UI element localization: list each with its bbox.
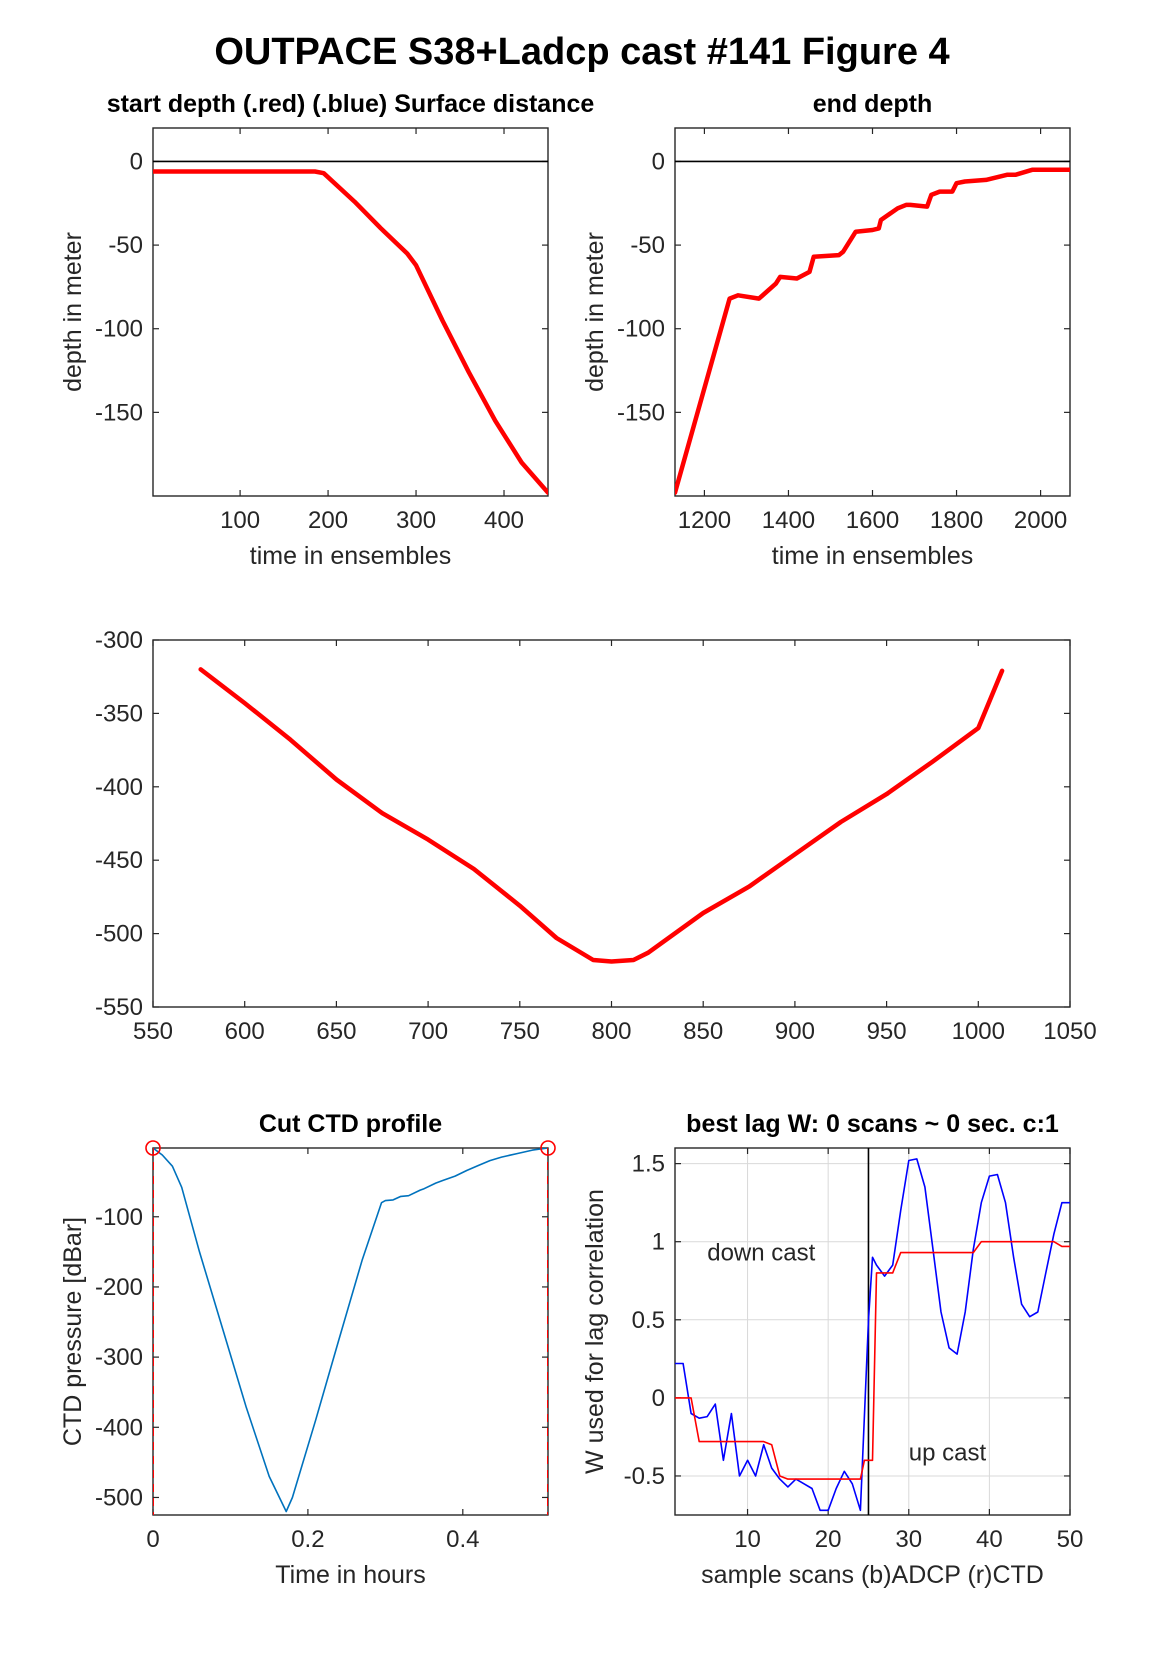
x-axis-label: sample scans (b)ADCP (r)CTD xyxy=(701,1561,1044,1589)
figure-title: OUTPACE S38+Ladcp cast #141 Figure 4 xyxy=(214,31,949,73)
plot-title: best lag W: 0 scans ~ 0 sec. c:1 xyxy=(686,1110,1059,1138)
series-line-0 xyxy=(198,667,1005,964)
y-tick-label: -500 xyxy=(95,1484,143,1511)
axes-frame xyxy=(152,127,549,497)
plot-p4: 0 0.2 0.4 -100 -200 -300 -400 -500 Cut CTD profi… xyxy=(59,1110,556,1589)
x-tick-label: 700 xyxy=(408,1018,448,1045)
x-tick-label: 1050 xyxy=(1043,1018,1096,1045)
y-tick-label: -450 xyxy=(95,847,143,874)
x-tick-label: 100 xyxy=(220,507,260,534)
y-tick-label: 1.5 xyxy=(632,1151,665,1178)
plot-p1: 100 200 300 400 0 -50 -100 -150 start depth (.re… xyxy=(59,90,594,570)
series-line-0 xyxy=(153,169,548,495)
plot-p5: 10 20 30 40 50 1.5 1 0.5 0 -0.5 down cast up cast be… xyxy=(581,1110,1083,1589)
x-tick-label: 750 xyxy=(500,1018,540,1045)
y-tick-label: -500 xyxy=(95,921,143,948)
plot-title: start depth (.red) (.blue) Surface dista… xyxy=(107,90,595,118)
series-group xyxy=(153,1148,548,1515)
x-axis-label: time in ensembles xyxy=(250,542,451,570)
y-tick-label: -150 xyxy=(95,399,143,426)
annotation-label: up cast xyxy=(909,1439,987,1466)
x-tick-label: 550 xyxy=(133,1018,173,1045)
y-tick-label: -0.5 xyxy=(624,1463,665,1490)
x-tick-label: 40 xyxy=(976,1526,1003,1553)
x-tick-label: 30 xyxy=(895,1526,922,1553)
y-tick-label: 0 xyxy=(130,148,143,175)
axes-frame xyxy=(674,127,1071,497)
x-tick-label: 400 xyxy=(484,507,524,534)
y-tick-label: -400 xyxy=(95,774,143,801)
y-tick-label: 0 xyxy=(652,148,665,175)
y-tick-label: -350 xyxy=(95,700,143,727)
y-axis-label: depth in meter xyxy=(581,232,609,392)
y-tick-label: -300 xyxy=(95,1344,143,1371)
x-tick-label: 900 xyxy=(775,1018,815,1045)
y-tick-label: -100 xyxy=(95,1204,143,1231)
endpoint-marker xyxy=(145,1140,161,1156)
y-tick-label: 0 xyxy=(652,1385,665,1412)
axes-frame xyxy=(674,1147,1071,1516)
series-line-0 xyxy=(675,167,1070,495)
x-tick-label: 1200 xyxy=(678,507,731,534)
y-tick-label: 1 xyxy=(652,1229,665,1256)
x-tick-label: 1400 xyxy=(762,507,815,534)
y-tick-label: -550 xyxy=(95,994,143,1021)
x-tick-label: 1600 xyxy=(846,507,899,534)
series-line-1 xyxy=(675,1240,1070,1480)
series-group xyxy=(153,169,548,495)
x-tick-label: 300 xyxy=(396,507,436,534)
axes-frame xyxy=(152,1147,549,1516)
x-tick-label: 200 xyxy=(308,507,348,534)
x-tick-label: 600 xyxy=(225,1018,265,1045)
axes-frame xyxy=(152,639,1071,1008)
y-tick-label: -300 xyxy=(95,627,143,654)
series-group xyxy=(675,1158,1070,1512)
series-line-0 xyxy=(675,1158,1070,1512)
x-tick-label: 1800 xyxy=(930,507,983,534)
series-group xyxy=(675,167,1070,495)
y-tick-label: -200 xyxy=(95,1274,143,1301)
x-axis-label: time in ensembles xyxy=(772,542,973,570)
plot-title: Cut CTD profile xyxy=(259,1110,442,1138)
x-tick-label: 800 xyxy=(591,1018,631,1045)
x-tick-label: 50 xyxy=(1057,1526,1084,1553)
x-tick-label: 850 xyxy=(683,1018,723,1045)
x-tick-label: 1000 xyxy=(952,1018,1005,1045)
y-tick-label: -100 xyxy=(617,316,665,343)
x-tick-label: 950 xyxy=(867,1018,907,1045)
plot-title: end depth xyxy=(813,90,932,118)
y-axis-label: CTD pressure [dBar] xyxy=(59,1217,87,1446)
x-tick-label: 650 xyxy=(316,1018,356,1045)
y-tick-label: -50 xyxy=(630,232,665,259)
x-tick-label: 0.2 xyxy=(291,1526,324,1553)
y-tick-label: 0.5 xyxy=(632,1307,665,1334)
plot-p3: 550 600 650 700 750 800 850 900 950 1000 1050 -300 -… xyxy=(95,627,1097,1045)
y-axis-label: depth in meter xyxy=(59,232,87,392)
annotation-label: down cast xyxy=(707,1239,815,1266)
x-axis-label: Time in hours xyxy=(275,1561,426,1589)
x-tick-label: 0 xyxy=(146,1526,159,1553)
endpoint-marker xyxy=(540,1140,556,1156)
x-tick-label: 0.4 xyxy=(446,1526,479,1553)
x-tick-label: 10 xyxy=(734,1526,761,1553)
y-tick-label: -400 xyxy=(95,1414,143,1441)
y-tick-label: -100 xyxy=(95,316,143,343)
series-line-0 xyxy=(153,1148,548,1513)
x-tick-label: 2000 xyxy=(1014,507,1067,534)
x-tick-label: 20 xyxy=(815,1526,842,1553)
y-tick-label: -150 xyxy=(617,399,665,426)
series-group xyxy=(198,667,1005,964)
plot-p2: 1200 1400 1600 1800 2000 0 -50 -100 -150 end dept… xyxy=(581,90,1071,570)
y-axis-label: W used for lag correlation xyxy=(581,1189,609,1474)
y-tick-label: -50 xyxy=(108,232,143,259)
